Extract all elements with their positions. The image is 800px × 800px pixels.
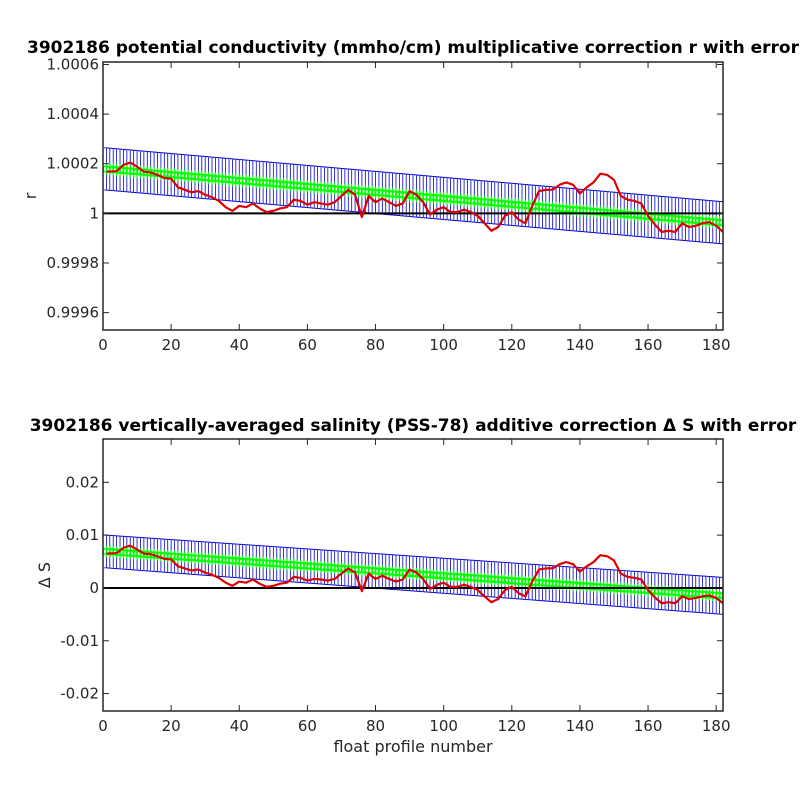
x-tick-label: 160 [634, 717, 663, 735]
axes-frame [102, 61, 724, 331]
y-axis-label: r [21, 192, 40, 199]
conductivity-correction-chart: 3902186 potential conductivity (mmho/cm)… [21, 38, 800, 354]
y-tick-label: 0.02 [66, 473, 99, 491]
x-tick-label: 180 [702, 717, 731, 735]
x-tick-label: 160 [634, 336, 663, 354]
x-tick-label: 180 [702, 336, 731, 354]
x-tick-label: 40 [230, 717, 249, 735]
x-axis-label: float profile number [333, 737, 493, 756]
x-tick-label: 120 [497, 717, 526, 735]
x-tick-label: 140 [566, 717, 595, 735]
x-tick-label: 120 [497, 336, 526, 354]
y-tick-label: 0.9996 [47, 304, 100, 322]
axes-frame [102, 438, 724, 712]
x-tick-label: 80 [366, 717, 385, 735]
x-tick-label: 100 [429, 717, 458, 735]
salinity-correction-chart: 3902186 vertically-averaged salinity (PS… [30, 416, 797, 756]
x-tick-label: 140 [566, 336, 595, 354]
data-series-line [106, 161, 723, 234]
x-tick-label: 20 [162, 336, 181, 354]
data-series-line [106, 544, 723, 605]
x-tick-label: 100 [429, 336, 458, 354]
y-tick-label: 1.0002 [47, 155, 100, 173]
y-axis-label: Δ S [35, 562, 54, 588]
x-tick-label: 20 [162, 717, 181, 735]
x-tick-label: 0 [98, 336, 108, 354]
y-tick-label: 0.01 [66, 526, 99, 544]
y-tick-label: 0.9998 [47, 254, 100, 272]
y-tick-label: 0 [89, 579, 99, 597]
chart-title: 3902186 vertically-averaged salinity (PS… [30, 416, 797, 436]
x-tick-label: 80 [366, 336, 385, 354]
y-tick-label: 1.0006 [47, 55, 100, 73]
y-tick-label: 1 [89, 204, 99, 222]
x-tick-label: 60 [298, 717, 317, 735]
x-tick-label: 0 [98, 717, 108, 735]
y-tick-label: -0.01 [60, 632, 99, 650]
y-tick-label: -0.02 [60, 685, 99, 703]
x-tick-label: 60 [298, 336, 317, 354]
y-tick-label: 1.0004 [47, 105, 100, 123]
chart-title: 3902186 potential conductivity (mmho/cm)… [27, 38, 800, 58]
x-tick-label: 40 [230, 336, 249, 354]
